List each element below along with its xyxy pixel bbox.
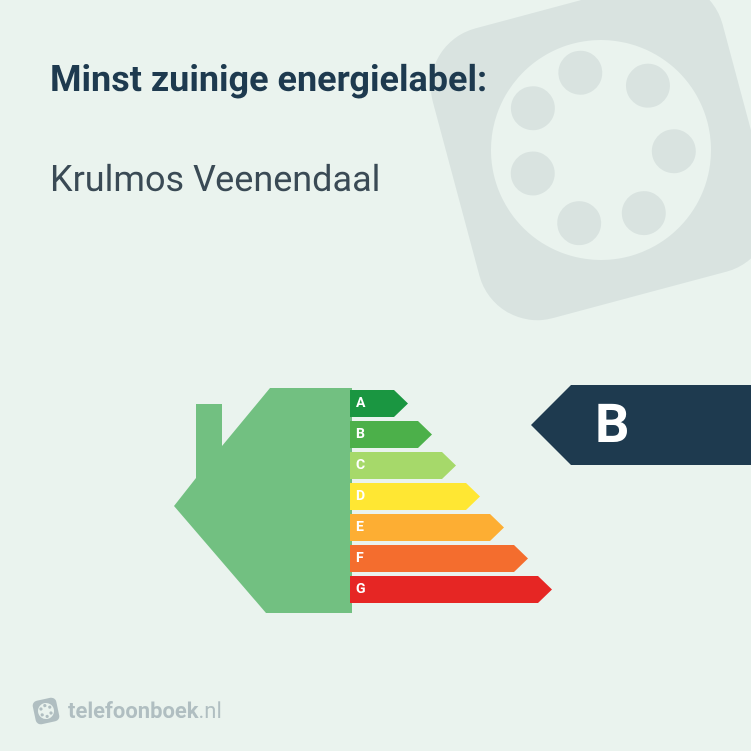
bar-arrow xyxy=(350,452,456,479)
phonebook-logo-icon xyxy=(32,697,60,725)
bar-label: A xyxy=(356,390,365,417)
content-area: Minst zuinige energielabel: Krulmos Veen… xyxy=(0,0,751,200)
bar-label: E xyxy=(356,514,364,541)
page-subtitle: Krulmos Veenendaal xyxy=(50,158,701,200)
footer-text: telefoonboek.nl xyxy=(68,699,222,724)
energy-label-chart: A B C D E F G B xyxy=(0,350,751,650)
bar-label: C xyxy=(356,452,365,479)
bar-label: B xyxy=(356,421,365,448)
bar-arrow xyxy=(350,483,480,510)
badge-arrow-icon xyxy=(531,385,571,465)
footer-brand-name: telefoonboek xyxy=(68,699,199,724)
bar-arrow xyxy=(350,545,528,572)
footer-brand: telefoonboek.nl xyxy=(32,697,222,725)
footer-brand-tld: .nl xyxy=(199,699,222,724)
badge-letter: B xyxy=(571,385,751,465)
page-title: Minst zuinige energielabel: xyxy=(50,58,701,100)
bar-arrow xyxy=(350,514,504,541)
bar-arrow xyxy=(350,576,552,603)
bar-label: G xyxy=(356,576,366,603)
house-icon xyxy=(162,388,352,613)
bar-label: F xyxy=(356,545,364,572)
bar-label: D xyxy=(356,483,365,510)
